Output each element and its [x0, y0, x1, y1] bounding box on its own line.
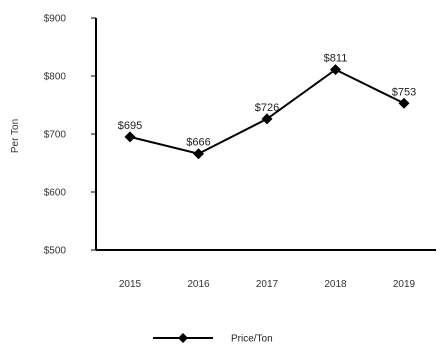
data-point-marker	[124, 131, 136, 143]
y-tick-label: $700	[44, 130, 67, 141]
data-point-marker	[330, 64, 341, 76]
x-tick-label: 2016	[187, 279, 210, 290]
data-label: $666	[186, 137, 210, 149]
data-label: $811	[324, 53, 348, 65]
series-price-per-ton: $695 $666 $726 $811 $753	[118, 53, 416, 160]
y-tick-label: $800	[44, 72, 67, 83]
y-tick-labels: $500 $600 $700 $800 $900	[44, 14, 96, 257]
data-point-marker	[398, 97, 410, 109]
data-label: $726	[255, 102, 279, 114]
legend-label: Price/Ton	[231, 334, 273, 345]
data-label: $695	[118, 120, 142, 132]
y-tick-label: $600	[44, 188, 67, 199]
legend: Price/Ton	[153, 333, 273, 345]
x-tick-label: 2019	[393, 279, 416, 290]
y-tick-label: $500	[44, 246, 67, 257]
data-point-marker	[261, 113, 273, 125]
data-point-marker	[193, 148, 204, 160]
x-tick-labels: 2015 2016 2017 2018 2019	[119, 279, 416, 290]
y-tick-label: $900	[44, 14, 67, 25]
x-tick-label: 2015	[119, 279, 142, 290]
x-tick-label: 2018	[324, 279, 347, 290]
data-label: $753	[392, 86, 416, 98]
y-axis-title: Per Ton	[10, 119, 21, 153]
legend-diamond-marker	[178, 333, 188, 343]
x-tick-label: 2017	[256, 279, 279, 290]
